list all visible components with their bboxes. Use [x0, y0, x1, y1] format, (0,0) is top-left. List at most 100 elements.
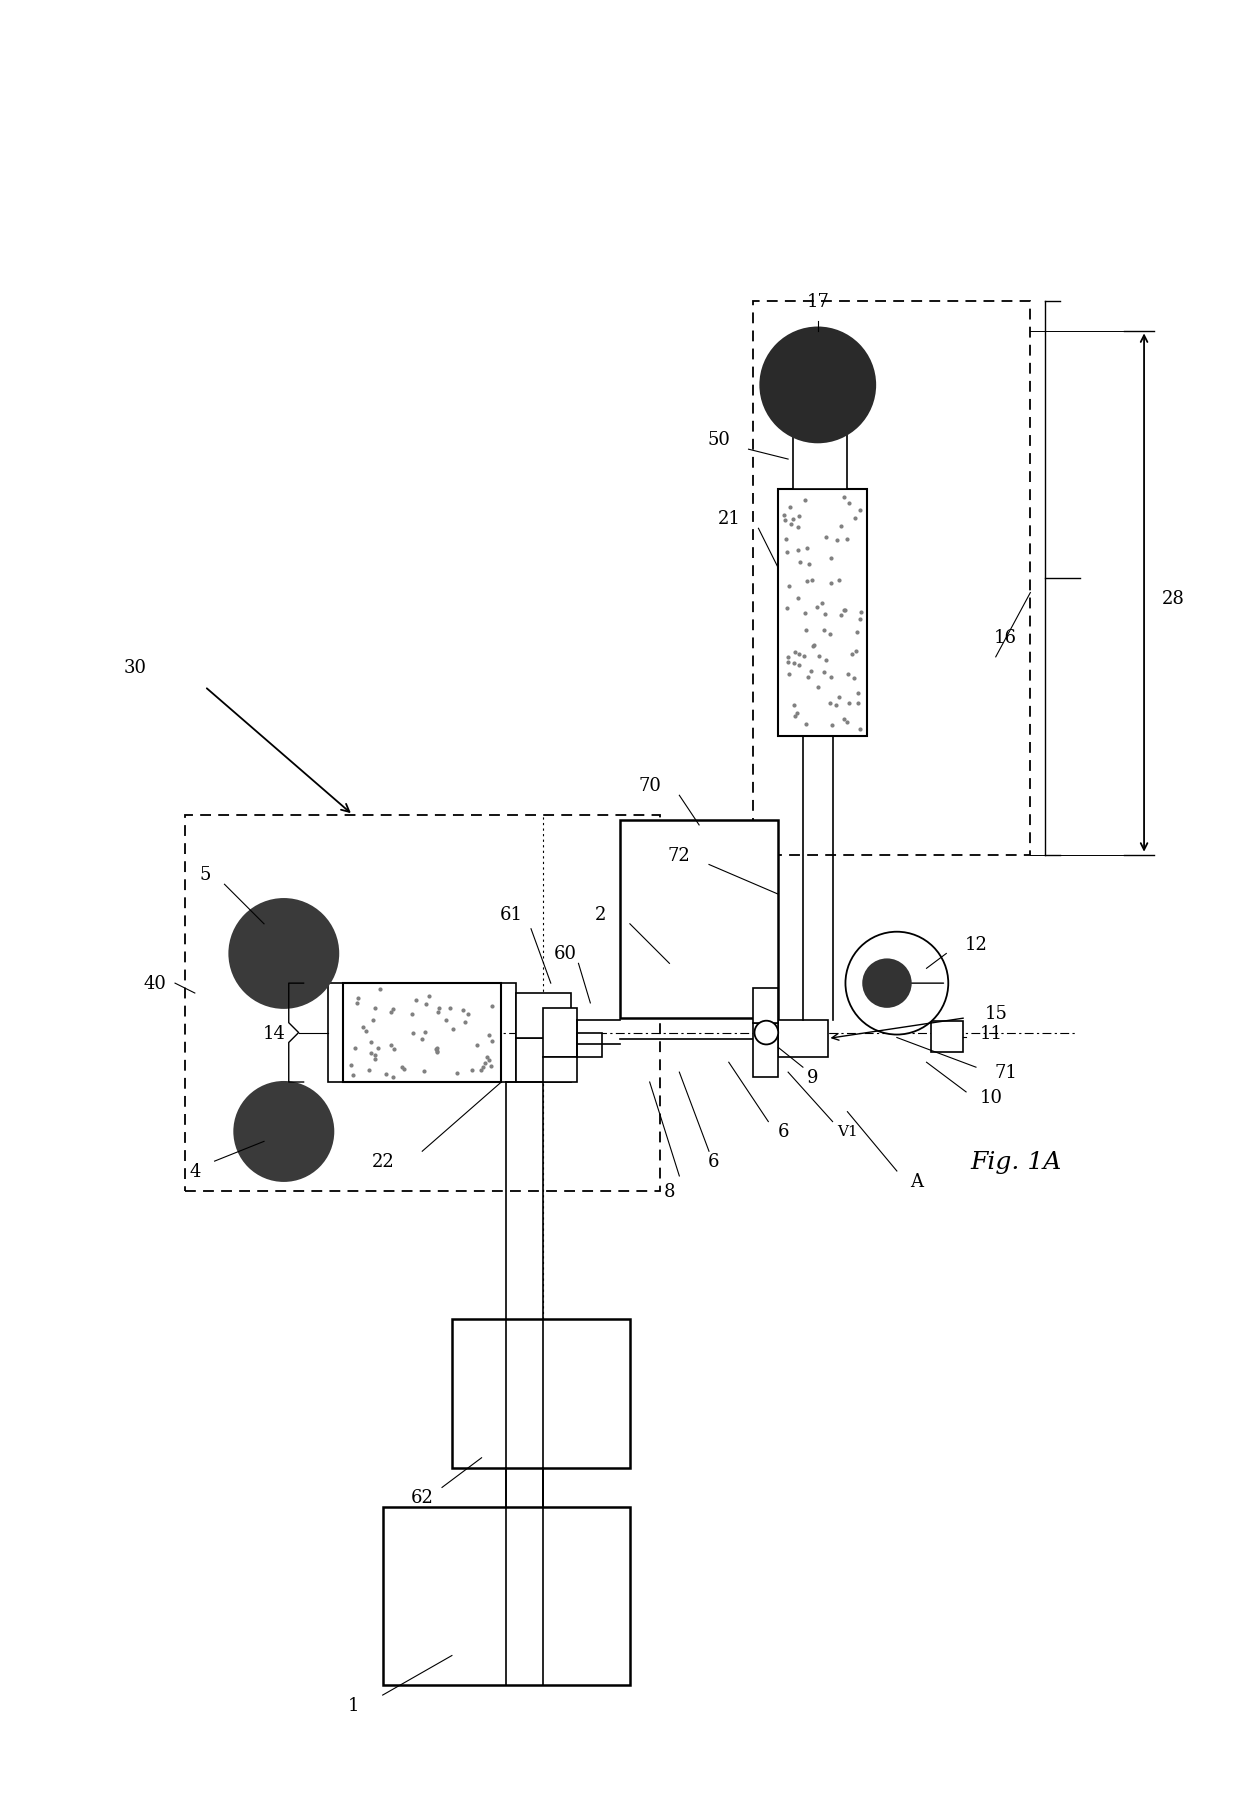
Point [461, 1056, 481, 1085]
Point [786, 639, 806, 668]
Text: 22: 22 [371, 1152, 394, 1170]
Point [813, 658, 833, 688]
Point [782, 506, 802, 535]
Point [479, 1021, 498, 1050]
Point [412, 1025, 432, 1054]
Point [835, 597, 854, 626]
Point [482, 992, 502, 1021]
Point [479, 1045, 498, 1074]
Point [455, 1007, 475, 1036]
Point [835, 706, 854, 735]
Text: 1: 1 [347, 1696, 358, 1714]
Circle shape [754, 1021, 779, 1045]
Text: 6: 6 [777, 1123, 789, 1141]
Text: Fig. 1A: Fig. 1A [970, 1150, 1061, 1174]
Text: 40: 40 [144, 974, 166, 992]
Bar [543, 1009, 578, 1058]
Point [419, 981, 439, 1010]
Point [774, 502, 794, 532]
Point [821, 570, 841, 599]
Circle shape [862, 960, 911, 1009]
Point [427, 1034, 446, 1063]
Point [429, 994, 449, 1023]
Bar [329, 983, 516, 1083]
Point [852, 599, 872, 628]
Point [427, 1036, 446, 1065]
Point [352, 1012, 372, 1041]
Point [779, 648, 799, 677]
Point [361, 1039, 381, 1068]
Point [481, 1052, 501, 1081]
Point [383, 1063, 403, 1092]
Point [837, 526, 857, 555]
Text: 17: 17 [806, 292, 830, 310]
Point [475, 1048, 495, 1078]
Point [830, 682, 849, 711]
Point [343, 1061, 363, 1090]
Point [846, 637, 866, 666]
Point [802, 631, 822, 660]
Point [393, 1052, 413, 1081]
Point [790, 548, 810, 577]
Point [831, 512, 851, 541]
Point [366, 1045, 386, 1074]
Text: 21: 21 [717, 510, 740, 528]
Point [402, 1000, 422, 1029]
Point [795, 599, 815, 628]
Text: 8: 8 [663, 1183, 676, 1201]
Point [466, 1030, 486, 1059]
Point [849, 606, 869, 635]
Point [808, 673, 828, 702]
Text: 50: 50 [708, 432, 730, 450]
Point [780, 493, 800, 522]
Point [846, 504, 866, 533]
Point [797, 566, 817, 595]
Circle shape [760, 328, 875, 443]
Point [849, 715, 869, 744]
Point [368, 1034, 388, 1063]
Point [446, 1059, 466, 1088]
Point [827, 526, 847, 555]
Point [363, 1007, 383, 1036]
Text: 60: 60 [554, 945, 577, 963]
Point [341, 1050, 361, 1079]
Point [795, 486, 815, 515]
Point [849, 497, 869, 526]
Point [415, 990, 435, 1019]
Point [382, 1030, 402, 1059]
Point [482, 1027, 502, 1056]
Point [477, 1043, 497, 1072]
Point [799, 550, 818, 579]
Point [358, 1056, 378, 1085]
Bar [779, 490, 867, 736]
Point [428, 998, 448, 1027]
Point [848, 619, 868, 648]
Text: A: A [910, 1172, 923, 1190]
Text: 10: 10 [980, 1088, 1002, 1107]
Point [796, 615, 816, 644]
Point [802, 566, 822, 595]
Point [816, 646, 836, 675]
Text: 61: 61 [500, 905, 523, 923]
Bar [620, 820, 779, 1018]
Point [776, 526, 796, 555]
Point [816, 522, 836, 551]
Point [414, 1058, 434, 1087]
Text: 5: 5 [198, 865, 211, 883]
Point [365, 994, 384, 1023]
Point [779, 573, 799, 602]
Text: 62: 62 [410, 1489, 434, 1506]
Point [366, 1041, 386, 1070]
Point [820, 620, 839, 649]
Text: 30: 30 [124, 658, 148, 677]
Bar [754, 1023, 779, 1078]
Text: V1: V1 [837, 1125, 858, 1139]
Text: 14: 14 [263, 1025, 285, 1041]
Point [361, 1029, 381, 1058]
Point [794, 642, 813, 671]
Point [784, 691, 804, 720]
Point [776, 593, 796, 622]
Point [777, 539, 797, 568]
Point [347, 983, 367, 1012]
Bar [931, 1021, 963, 1052]
